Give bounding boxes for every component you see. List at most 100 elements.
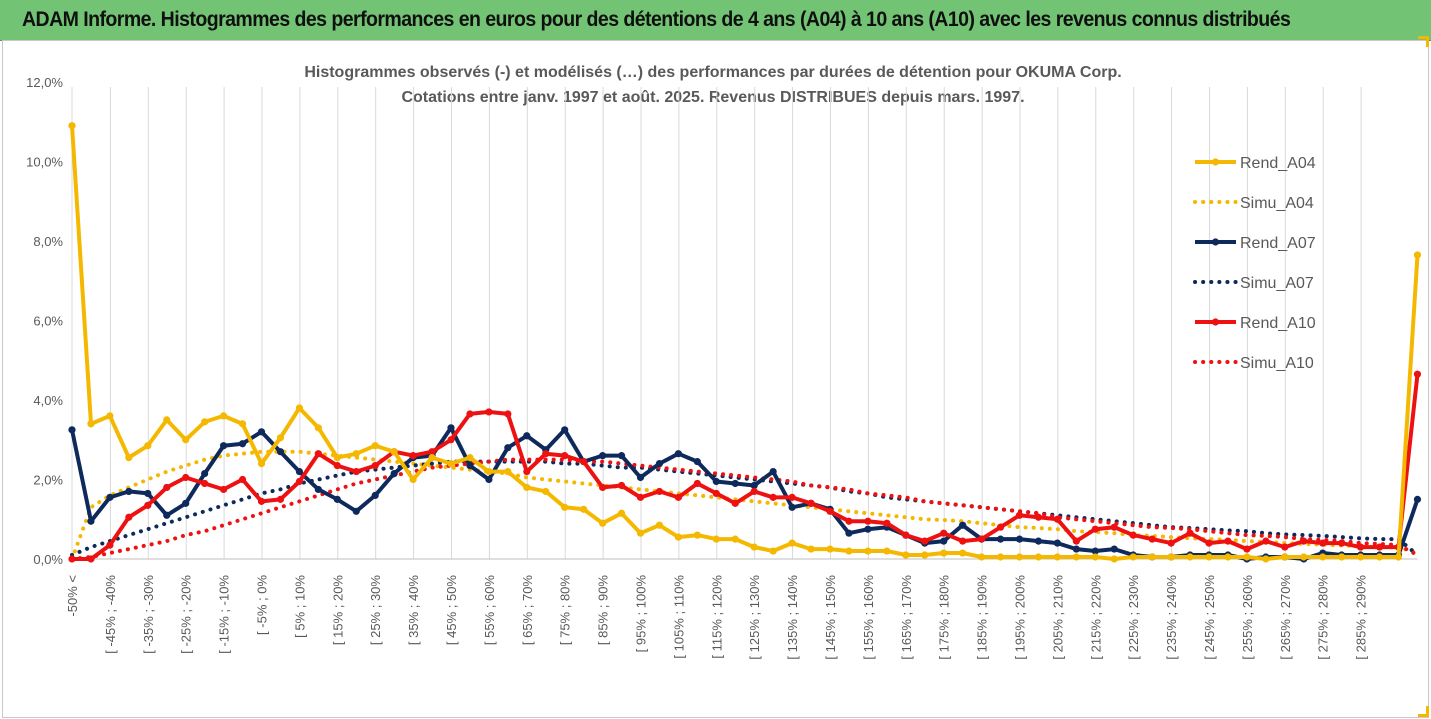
data-point (1300, 537, 1308, 545)
x-tick-label: [ 205% ; 210% (1050, 575, 1065, 660)
data-point (864, 517, 872, 525)
data-point (466, 454, 474, 462)
legend-label: Rend_A10 (1240, 315, 1316, 332)
chart-frame (2, 40, 1429, 718)
data-point (523, 432, 531, 440)
data-point (599, 519, 607, 527)
data-point (712, 489, 720, 498)
data-point (655, 521, 664, 529)
data-point (125, 487, 133, 496)
data-point (182, 473, 190, 482)
legend-label: Simu_A04 (1240, 195, 1314, 212)
x-tick-label: [ -5% ; 0% (255, 575, 270, 635)
data-point (238, 475, 247, 484)
x-tick-label: [ 145% ; 150% (823, 575, 838, 660)
data-point (314, 450, 322, 458)
data-point (599, 483, 607, 492)
data-point (1148, 535, 1156, 543)
data-point (1338, 539, 1346, 547)
x-tick-label: [ 105% ; 110% (671, 575, 686, 659)
data-point (580, 458, 588, 466)
data-point (769, 493, 777, 501)
x-tick-label: [ 265% ; 270% (1278, 575, 1293, 660)
data-point (750, 481, 758, 490)
data-point (864, 525, 872, 533)
data-point (238, 420, 247, 428)
data-point (390, 448, 398, 456)
data-point (617, 509, 626, 517)
x-tick-label: [ 285% ; 290% (1354, 575, 1369, 660)
data-point (314, 424, 322, 432)
data-point (1167, 539, 1175, 547)
x-tick-label: [ 225% ; 230% (1126, 575, 1141, 660)
data-point (1224, 553, 1232, 561)
data-point (788, 503, 796, 511)
data-point (617, 452, 626, 460)
data-point (106, 412, 114, 420)
x-tick-label: [ -35% ; -30% (141, 575, 156, 654)
data-point (845, 517, 853, 525)
data-point (1034, 513, 1043, 521)
legend-label: Simu_A10 (1240, 355, 1314, 372)
data-point (144, 442, 152, 450)
data-point (1034, 537, 1043, 545)
data-point (1072, 553, 1080, 561)
data-point (599, 452, 607, 460)
data-point (144, 501, 152, 509)
data-point (731, 479, 739, 488)
data-point (996, 553, 1005, 561)
legend: Rend_A04 Simu_A04 Rend_A07 Simu_A07 Rend_A10… (1193, 155, 1316, 372)
x-tick-label: -50% < (65, 575, 80, 617)
data-point (1319, 553, 1327, 561)
data-point (106, 493, 114, 501)
x-tick-label: [ 75% ; 80% (558, 575, 573, 646)
data-point (636, 529, 645, 537)
data-point (1357, 553, 1365, 561)
data-point (485, 408, 493, 416)
data-point (201, 418, 209, 426)
data-point (1413, 495, 1422, 503)
legend-item-simu-a07: Simu_A07 (1193, 275, 1314, 292)
data-point (1281, 543, 1289, 551)
data-point (352, 507, 360, 515)
data-point (674, 493, 683, 501)
legend-item-simu-a10: Simu_A10 (1193, 355, 1314, 372)
y-tick-label: 0,0% (33, 552, 63, 567)
data-point (788, 493, 796, 501)
y-tick-label: 8,0% (33, 234, 63, 249)
legend-item-rend-a10: Rend_A10 (1195, 315, 1316, 332)
data-point (87, 555, 95, 563)
data-point (68, 426, 76, 434)
legend-item-simu-a04: Simu_A04 (1193, 195, 1314, 212)
data-point (1243, 553, 1251, 561)
data-point (257, 460, 266, 468)
x-tick-label: [ 175% ; 180% (937, 575, 952, 660)
series-rend-a10 (68, 370, 1422, 563)
data-point (1413, 251, 1422, 259)
data-point (371, 491, 379, 499)
chart-title-line-1: Histogrammes observés (-) et modélisés (… (304, 64, 1121, 81)
data-point (106, 541, 114, 549)
legend-marker (1211, 158, 1220, 166)
legend-item-rend-a04: Rend_A04 (1195, 155, 1316, 172)
data-point (807, 499, 815, 507)
x-tick-label: [ 275% ; 280% (1316, 575, 1331, 660)
data-point (87, 517, 95, 525)
data-point (144, 489, 152, 498)
data-point (996, 535, 1005, 543)
data-point (371, 461, 379, 470)
frame-corner-mark (1418, 36, 1429, 47)
data-point (788, 539, 796, 547)
data-point (617, 481, 626, 490)
y-tick-label: 6,0% (33, 314, 63, 329)
data-point (1053, 553, 1061, 561)
data-point (959, 549, 967, 557)
data-point (636, 493, 645, 501)
data-point (447, 436, 455, 444)
gridlines (71, 87, 1362, 559)
data-point (1357, 543, 1365, 551)
data-point (902, 531, 910, 539)
legend-marker (1211, 318, 1220, 326)
data-point (712, 535, 720, 543)
x-tick-label: [ 15% ; 20% (330, 575, 345, 646)
